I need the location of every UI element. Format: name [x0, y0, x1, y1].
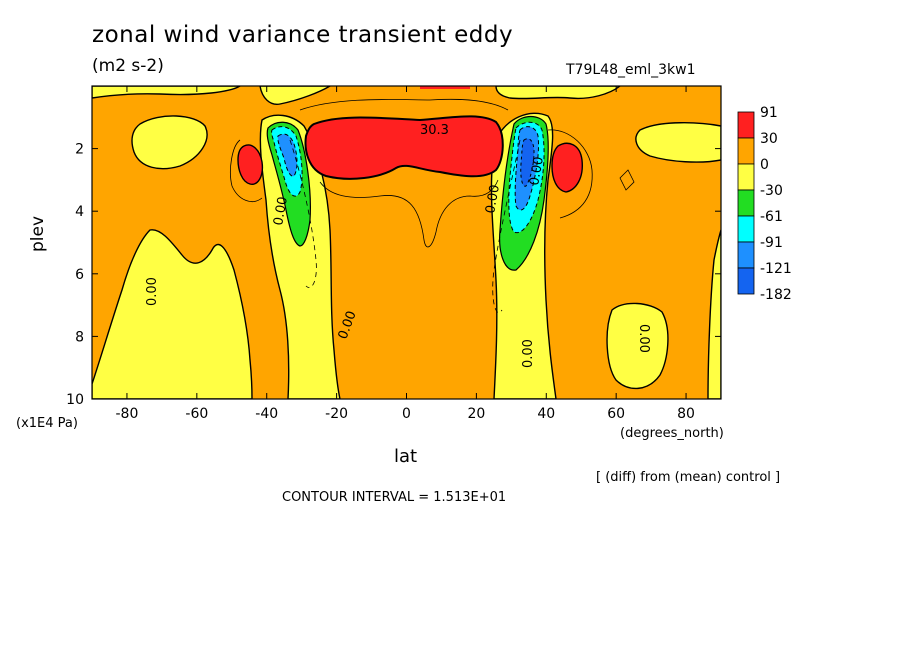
y-tick-label: 4 [75, 204, 84, 220]
contour-dashed-sh [289, 139, 317, 288]
x-tick-label: 80 [677, 406, 695, 422]
x-tick-label: -80 [116, 406, 139, 422]
chart-title: zonal wind variance transient eddy [92, 22, 514, 48]
x-tick-label: -20 [325, 406, 348, 422]
region-red-sh-blob [237, 144, 264, 185]
colorbar-swatch [737, 215, 755, 243]
colorbar-swatch [737, 111, 755, 139]
region-yellow-far-right-top [635, 122, 721, 163]
x-tick-label: 60 [607, 406, 625, 422]
region-yellow-nh-lower [606, 302, 669, 390]
y-tick-label: 10 [66, 392, 84, 408]
colorbar-label: -30 [760, 183, 783, 199]
region-yellow-sh-lower [92, 229, 253, 399]
colorbar-label: -182 [760, 287, 792, 303]
colorbar-swatch [737, 267, 755, 295]
y-axis-unit: (x1E4 Pa) [16, 416, 78, 431]
contour-label-nh-core: 0.00 [527, 156, 547, 187]
x-tick-label: 20 [467, 406, 485, 422]
run-name: T79L48_eml_3kw1 [566, 62, 696, 78]
region-red-top-bar [420, 86, 470, 89]
region-darkblue-nh-jet [520, 138, 535, 187]
region-blue-sh-jet [277, 133, 298, 177]
x-axis-label: lat [394, 446, 418, 467]
region-yellow-top-center [259, 86, 332, 105]
contour-label-nh-upper: 0.00 [483, 184, 503, 215]
y-tick-label: 8 [75, 329, 84, 345]
x-axis-unit: (degrees_north) [620, 426, 724, 441]
region-yellow-top-right [495, 86, 622, 100]
colorbar-swatch [737, 163, 755, 191]
colorbar-label: -61 [760, 209, 783, 225]
colorbar-label: -121 [760, 261, 792, 277]
axes: -80 -60 -40 -20 0 20 40 60 80 2 4 6 8 10 [66, 86, 721, 422]
colorbar-label: 91 [760, 105, 778, 121]
colorbar-label: -91 [760, 235, 783, 251]
x-tick-label: 0 [402, 406, 411, 422]
contour-label-nh-lower: 0.00 [636, 324, 651, 353]
colorbar: 91 30 0 -30 -61 -91 -121 -182 [737, 105, 792, 303]
contour-thin-3 [230, 139, 263, 202]
x-tick-label: -60 [185, 406, 208, 422]
y-tick-label: 6 [75, 267, 84, 283]
region-yellow-top-left [92, 86, 242, 99]
contour-label-jet: 30.3 [420, 123, 449, 138]
x-tick-label: 40 [537, 406, 555, 422]
colorbar-swatch [737, 189, 755, 217]
contour-label-nh-flank: 0.00 [521, 339, 536, 368]
x-tick-label: -40 [255, 406, 278, 422]
region-red-jet-core [304, 115, 504, 180]
contour-dashed-nh [492, 139, 521, 313]
region-yellow-sh-upper [131, 115, 208, 170]
contour-interval: CONTOUR INTERVAL = 1.513E+01 [282, 490, 507, 505]
colorbar-label: 0 [760, 157, 769, 173]
contour-thin-5 [619, 169, 635, 191]
colorbar-swatch [737, 241, 755, 269]
contour-label-sh-upper: 0.00 [271, 196, 291, 227]
diff-note: [ (diff) from (mean) control ] [596, 470, 781, 485]
colorbar-label: 30 [760, 131, 778, 147]
chart-units: (m2 s-2) [92, 56, 164, 76]
contour-thin-2 [319, 179, 499, 248]
contour-thin-1 [299, 98, 509, 111]
region-red-nh-blob [551, 142, 583, 193]
contour-label-sh-lower: 0.00 [145, 277, 160, 306]
contour-thin-4 [547, 129, 593, 219]
colorbar-swatch [737, 137, 755, 165]
y-tick-label: 2 [75, 142, 84, 158]
plot-area: 30.3 0.00 0.00 0.00 0.00 0.00 0.00 0.00 [92, 86, 721, 399]
